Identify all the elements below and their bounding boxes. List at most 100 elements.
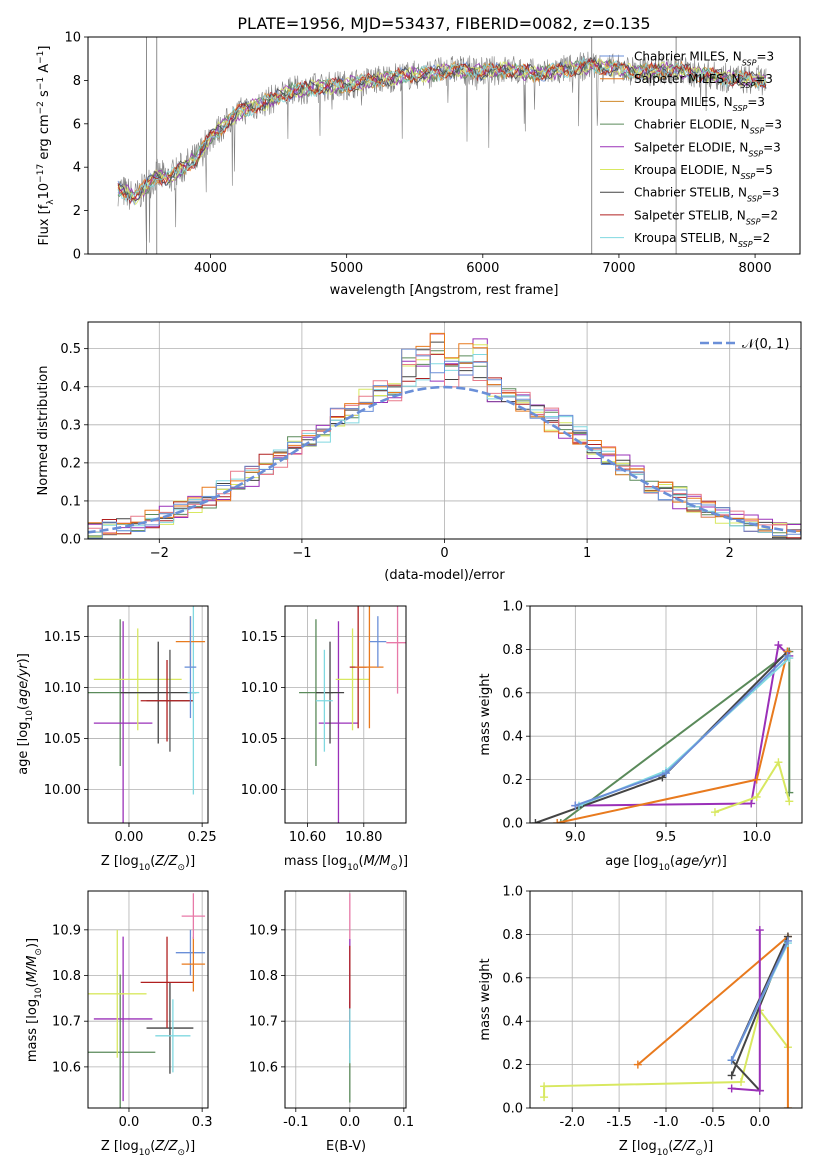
x-tick-label: 0.00 xyxy=(114,830,143,845)
x-tick-label: 6000 xyxy=(466,261,499,276)
errorbars xyxy=(88,893,206,1108)
legend-label: Chabrier STELIB, NSSP=3 xyxy=(634,186,779,204)
y-tick-label: 0.4 xyxy=(502,1015,523,1030)
chart-mass-vs-Z: 0.0 0.3 10.6 10.7 10.8 10.9 Z [log10(Z/Z⊙)] mas… xyxy=(25,890,212,1158)
x-axis-label: (data-model)/error xyxy=(384,568,505,583)
weight-lines xyxy=(540,926,792,1108)
x-tick-label: 2 xyxy=(726,546,734,561)
y-tick-label: 1.0 xyxy=(502,885,523,900)
errorbar-point xyxy=(93,628,182,731)
errorbar-point xyxy=(355,606,384,729)
x-tick-label: −2 xyxy=(150,546,169,561)
x-axis-label: E(B-V) xyxy=(326,1139,366,1154)
legend-label: 𝒩(0, 1) xyxy=(742,337,789,352)
x-tick-label: -0.1 xyxy=(283,1115,308,1130)
y-tick-label: 10.9 xyxy=(52,923,81,938)
x-axis-label: wavelength [Angstrom, rest frame] xyxy=(330,283,559,298)
y-tick-label: 10.00 xyxy=(241,783,278,798)
x-axis-label: Z [log10(Z/Z⊙)] xyxy=(619,1139,713,1158)
plot-frame xyxy=(87,890,209,1109)
y-tick-label: 0.8 xyxy=(502,928,523,943)
y-tick-label: 0.6 xyxy=(502,686,523,701)
x-tick-label: 0.0 xyxy=(119,1115,140,1130)
histogram-lines xyxy=(88,332,801,539)
errorbar-point xyxy=(187,606,200,795)
y-tick-label: 0.2 xyxy=(502,1058,523,1073)
errorbars xyxy=(88,606,206,823)
errorbar-point xyxy=(140,936,194,1029)
errorbar-point xyxy=(140,659,194,742)
y-tick-label: 10.8 xyxy=(249,969,278,984)
y-tick-label: 10.8 xyxy=(52,969,81,984)
y-tick-label: 0.0 xyxy=(502,817,523,832)
x-tick-label: 8000 xyxy=(739,261,772,276)
errorbar-point xyxy=(88,929,147,1058)
x-axis-label: mass [log10(M/M⊙)] xyxy=(284,854,408,873)
y-axis-label: mass weight xyxy=(478,958,493,1040)
y-tick-label: 10.6 xyxy=(52,1060,81,1075)
y-tick-label: 8 xyxy=(73,74,81,89)
y-tick-label: 10.05 xyxy=(241,732,278,747)
spectrum-model-line xyxy=(117,56,767,202)
weight-series-line xyxy=(575,643,791,807)
errorbar-point xyxy=(386,606,406,694)
weight-lines xyxy=(531,641,794,823)
x-tick-label: -2.0 xyxy=(560,1115,585,1130)
errorbar-point xyxy=(315,649,333,752)
spectrum-model-line xyxy=(117,57,767,205)
x-axis-label: Z [log10(Z/Z⊙)] xyxy=(101,854,195,873)
y-axis-label: mass [log10(M/M⊙)] xyxy=(25,938,44,1062)
x-tick-label: 10.60 xyxy=(289,830,326,845)
x-tick-label: 7000 xyxy=(602,261,635,276)
errorbar-point xyxy=(315,641,345,744)
x-tick-label: 1 xyxy=(583,546,591,561)
y-tick-label: 6 xyxy=(73,117,81,132)
y-tick-label: 0.0 xyxy=(60,533,81,548)
y-tick-label: 0.5 xyxy=(60,342,81,357)
errorbar-point xyxy=(181,936,206,992)
chart-residuals: −2 −1 0 1 2 0.0 0.1 0.2 0.3 0.4 0.5 𝒩(0, 1) (data-mo… xyxy=(36,321,802,583)
plot-frame xyxy=(284,890,407,1109)
legend-label: Salpeter MILES, NSSP=3 xyxy=(634,72,773,90)
y-tick-label: 10.6 xyxy=(249,1060,278,1075)
y-tick-label: 10 xyxy=(64,31,81,46)
y-tick-label: 0.3 xyxy=(60,418,81,433)
plot-frame xyxy=(87,321,802,540)
errorbar-point xyxy=(88,974,156,1108)
spectrum-lines xyxy=(117,37,767,254)
y-axis-label: mass weight xyxy=(478,673,493,755)
y-tick-label: 10.10 xyxy=(44,681,81,696)
x-tick-label: -1.5 xyxy=(606,1115,631,1130)
x-tick-label: 4000 xyxy=(194,261,227,276)
y-tick-label: 10.05 xyxy=(44,732,81,747)
legend-label: Kroupa ELODIE, NSSP=5 xyxy=(634,163,773,181)
errorbar-point xyxy=(120,641,197,744)
x-axis-label: Z [log10(Z/Z⊙)] xyxy=(101,1139,195,1158)
errorbar-point xyxy=(175,929,206,976)
chart-age-vs-mass: 10.60 10.80 10.00 10.05 10.10 10.15 mass [log1… xyxy=(241,605,408,873)
y-tick-label: 0.8 xyxy=(502,643,523,658)
chart-spectrum: 4000 5000 6000 7000 8000 0 2 4 6 8 10 Chabrier MILE… xyxy=(36,31,801,298)
y-tick-label: 10.15 xyxy=(44,630,81,645)
spectrum-data-line xyxy=(117,51,767,243)
chart-age-vs-Z: 0.00 0.25 10.00 10.05 10.10 10.15 Z [log10(Z/Z… xyxy=(16,605,217,873)
x-tick-label: 0.0 xyxy=(339,1115,360,1130)
y-tick-label: 10.15 xyxy=(241,630,278,645)
y-tick-label: 10.7 xyxy=(249,1015,278,1030)
y-tick-label: 10.10 xyxy=(241,681,278,696)
plot-frame xyxy=(529,890,803,1109)
x-tick-label: -0.5 xyxy=(700,1115,725,1130)
x-tick-label: −1 xyxy=(292,546,311,561)
plot-frame xyxy=(87,36,801,255)
errorbar-point xyxy=(318,621,359,823)
chart-mass-vs-ebv: -0.1 0.0 0.1 10.6 10.7 10.8 10.9 E(B-V) xyxy=(249,890,414,1154)
x-tick-label: 0.25 xyxy=(188,830,217,845)
x-tick-label: 0 xyxy=(440,546,448,561)
y-tick-label: 4 xyxy=(73,161,81,176)
spectrum-model-line xyxy=(117,56,767,203)
y-tick-label: 0.2 xyxy=(60,456,81,471)
y-tick-label: 0 xyxy=(73,248,81,263)
chart-weight-vs-age: 9.0 9.5 10.0 0.0 0.2 0.4 0.6 0.8 1.0 mass weight a… xyxy=(478,600,803,873)
y-tick-label: 0.6 xyxy=(502,971,523,986)
y-tick-label: 0.4 xyxy=(502,730,523,745)
